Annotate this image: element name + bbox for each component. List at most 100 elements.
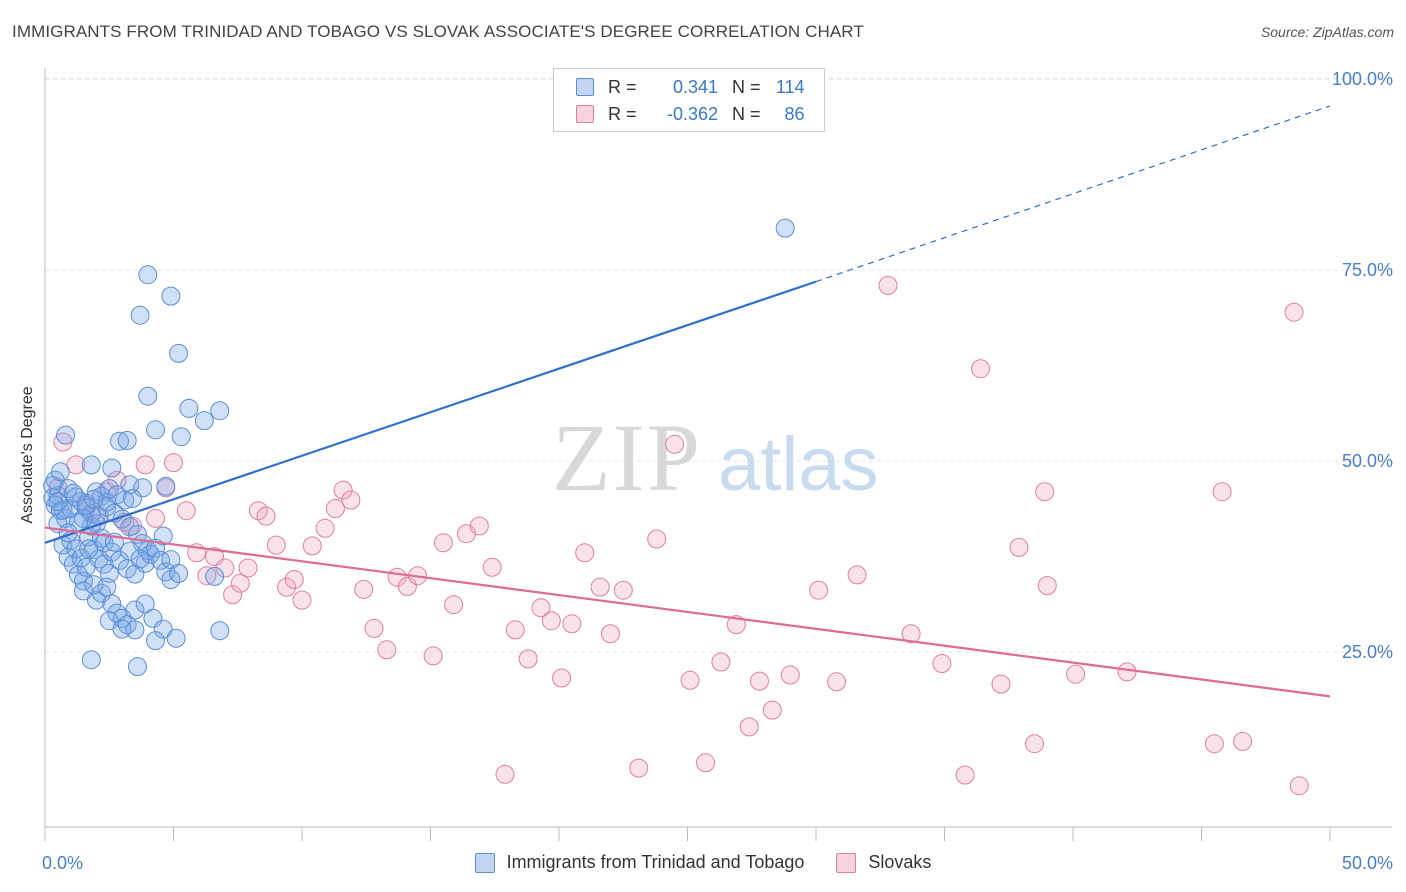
- data-point: [809, 580, 829, 600]
- data-point: [955, 765, 975, 785]
- data-point: [266, 535, 286, 555]
- data-point: [146, 420, 165, 440]
- data-point: [66, 539, 86, 559]
- data-point: [495, 764, 515, 784]
- stats-row-pink: R = -0.362 N = 86: [576, 102, 805, 126]
- blue-swatch: [576, 78, 594, 96]
- data-point: [230, 573, 250, 593]
- data-point: [138, 265, 158, 285]
- data-point: [1233, 731, 1253, 751]
- series-legend: Immigrants from Trinidad and Tobago Slov…: [0, 852, 1406, 873]
- data-point: [1289, 776, 1309, 796]
- data-point: [48, 492, 68, 512]
- data-point: [1035, 482, 1055, 502]
- data-point: [179, 398, 199, 418]
- data-point: [444, 595, 464, 615]
- data-point: [1204, 734, 1224, 754]
- data-point: [292, 590, 312, 610]
- data-point: [726, 615, 746, 635]
- data-point: [971, 359, 990, 379]
- chart-title: IMMIGRANTS FROM TRINIDAD AND TOBAGO VS S…: [12, 22, 864, 41]
- data-point: [128, 657, 147, 677]
- data-point: [562, 614, 582, 634]
- data-point: [79, 539, 99, 559]
- n-value: 114: [775, 76, 805, 97]
- data-point: [932, 654, 952, 673]
- n-value: 86: [784, 103, 805, 124]
- trend-line-blue: [44, 280, 817, 544]
- x-tick-label: 50.0%: [1342, 853, 1393, 873]
- data-point: [433, 533, 453, 553]
- trend-line-blue-extension: [815, 105, 1331, 283]
- legend-label: Immigrants from Trinidad and Tobago: [506, 852, 805, 872]
- watermark: ZIP atlas: [552, 404, 879, 511]
- data-point: [333, 480, 353, 500]
- data-point: [505, 620, 525, 640]
- data-point: [780, 665, 800, 685]
- legend-item-trinidad[interactable]: Immigrants from Trinidad and Tobago: [474, 852, 805, 873]
- data-point: [541, 611, 561, 631]
- data-point: [1117, 662, 1137, 682]
- data-point: [156, 476, 176, 496]
- data-point: [63, 483, 83, 503]
- y-tick-label: 100.0%: [1332, 69, 1393, 89]
- data-point: [146, 508, 165, 528]
- data-point: [711, 652, 731, 672]
- data-point: [81, 455, 101, 475]
- data-point: [647, 529, 667, 549]
- data-point: [102, 594, 122, 614]
- legend-item-slovaks[interactable]: Slovaks: [836, 852, 931, 873]
- data-point: [135, 455, 155, 475]
- r-label: R =: [608, 76, 637, 97]
- data-point: [552, 668, 572, 688]
- data-point: [140, 544, 160, 564]
- data-point: [161, 286, 181, 306]
- data-point: [122, 489, 142, 508]
- data-point: [1066, 664, 1086, 684]
- r-label: R =: [608, 103, 637, 124]
- y-axis-label: Associate's Degree: [19, 386, 36, 523]
- data-point: [130, 305, 150, 325]
- data-point: [153, 619, 173, 639]
- data-point: [194, 411, 214, 431]
- data-point: [629, 758, 649, 778]
- data-point: [210, 621, 230, 641]
- data-point: [107, 485, 127, 505]
- data-point: [125, 600, 145, 620]
- stats-legend: R = 0.341 N = 114 R = -0.362 N = 86: [553, 68, 825, 132]
- data-point: [696, 753, 715, 773]
- data-point: [76, 495, 96, 515]
- n-label: N =: [732, 103, 761, 124]
- data-point: [92, 486, 111, 506]
- data-point: [739, 717, 759, 737]
- axes: [44, 68, 1392, 841]
- y-tick-label: 25.0%: [1342, 642, 1393, 662]
- data-point: [56, 425, 76, 445]
- y-tick-label: 75.0%: [1342, 260, 1393, 280]
- data-point: [107, 470, 127, 490]
- stats-row-blue: R = 0.341 N = 114: [576, 75, 805, 99]
- data-point: [991, 674, 1011, 694]
- data-point: [531, 598, 551, 618]
- data-point: [827, 672, 847, 692]
- data-point: [1009, 537, 1029, 557]
- data-point: [143, 608, 163, 628]
- data-point: [284, 570, 304, 589]
- data-point: [482, 557, 502, 577]
- x-tick-label: 0.0%: [42, 853, 83, 873]
- data-point: [50, 462, 70, 482]
- data-point: [153, 526, 173, 546]
- data-point: [164, 453, 183, 473]
- data-point: [665, 434, 685, 454]
- data-point: [377, 640, 397, 660]
- data-point: [680, 670, 700, 690]
- data-point: [138, 386, 158, 406]
- data-point: [94, 554, 114, 574]
- data-point: [397, 576, 417, 596]
- y-tick-label: 50.0%: [1342, 451, 1393, 471]
- data-point: [76, 557, 96, 577]
- watermark-atlas: atlas: [718, 422, 879, 507]
- data-point: [325, 499, 345, 518]
- data-point: [169, 563, 189, 583]
